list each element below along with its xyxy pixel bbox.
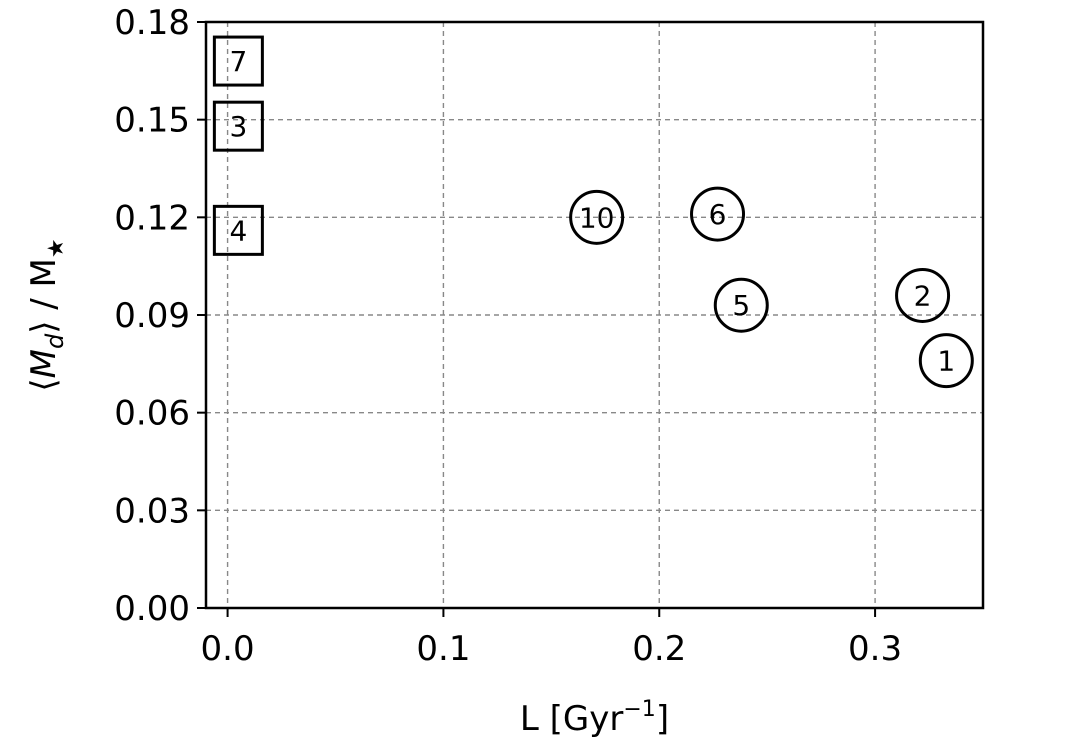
y-axis-label-m: M bbox=[24, 349, 64, 378]
y-tick-label: 0.06 bbox=[114, 394, 190, 434]
y-axis-label-sub-d: d bbox=[41, 333, 69, 349]
y-tick-label: 0.18 bbox=[114, 3, 190, 43]
square-marker-3 bbox=[212, 100, 264, 152]
x-axis-label: L [Gyr−1] bbox=[520, 697, 669, 739]
x-axis-label-close: ] bbox=[656, 699, 669, 739]
x-axis-label-main: L [Gyr bbox=[520, 699, 623, 739]
y-tick-label: 0.15 bbox=[114, 101, 190, 141]
y-axis-label: ⟨Md⟩ / M★ bbox=[24, 238, 69, 391]
y-tick-label: 0.12 bbox=[114, 198, 190, 238]
square-marker-7 bbox=[212, 35, 264, 87]
point-label-3: 3 bbox=[229, 110, 247, 143]
x-tick-label: 0.0 bbox=[201, 629, 255, 669]
y-tick-label: 0.00 bbox=[114, 589, 190, 629]
y-tick-label: 0.09 bbox=[114, 296, 190, 336]
grid-lines bbox=[206, 21, 983, 609]
data-markers: 7 3 4 10 6 5 21 bbox=[212, 35, 974, 389]
point-label-5: 5 bbox=[732, 289, 750, 322]
circle-marker-10 bbox=[569, 189, 625, 245]
x-tick-label: 0.3 bbox=[848, 629, 902, 669]
circle-marker-5 bbox=[713, 277, 769, 333]
point-label-10: 10 bbox=[579, 201, 615, 234]
point-label-4: 4 bbox=[229, 214, 247, 247]
axis-ticks: 0.0 0.1 0.2 0.3 0.00 0.03 0.06 0.09 0.12 0.15 0.18 bbox=[114, 3, 902, 669]
circle-marker-2 bbox=[895, 267, 951, 323]
y-tick-label: 0.03 bbox=[114, 491, 190, 531]
y-axis-label-rest: ⟩ / M bbox=[24, 258, 64, 334]
x-tick-label: 0.2 bbox=[632, 629, 686, 669]
point-label-6: 6 bbox=[709, 198, 727, 231]
point-label-1: 1 bbox=[937, 345, 955, 378]
x-tick-label: 0.1 bbox=[416, 629, 470, 669]
point-label-2: 2 bbox=[914, 279, 932, 312]
y-axis-label-open: ⟨ bbox=[24, 378, 64, 391]
x-axis-label-sup: −1 bbox=[623, 697, 655, 722]
circle-marker-6 bbox=[690, 186, 746, 242]
y-axis-label-star: ★ bbox=[44, 238, 69, 258]
circle-marker-1 bbox=[918, 333, 974, 389]
point-label-7: 7 bbox=[229, 45, 247, 78]
square-marker-4 bbox=[212, 204, 264, 256]
